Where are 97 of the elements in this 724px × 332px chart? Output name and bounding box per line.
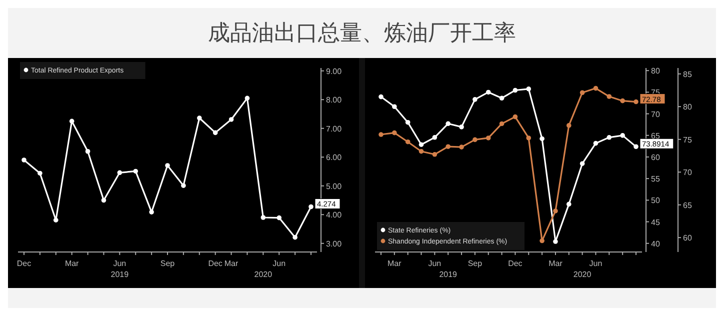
point [196, 116, 202, 120]
point [446, 121, 451, 126]
point [212, 130, 218, 136]
point [459, 124, 464, 130]
y-tick-label: 4.00 [326, 210, 342, 220]
text: 成品油出口总量、炼油厂开工率 [208, 21, 516, 46]
point [459, 144, 464, 150]
point [553, 208, 558, 214]
y-tick-label: 55 [651, 174, 660, 184]
y-tick-label: 7.00 [326, 124, 342, 134]
point [308, 204, 314, 210]
y2-tick-label: 70 [683, 168, 692, 178]
point [85, 148, 90, 154]
y2-tick-label: 80 [683, 102, 692, 112]
x-tick-label: Jun [272, 259, 286, 268]
point [392, 130, 397, 136]
y-tick-label: 45 [651, 218, 660, 227]
point [606, 94, 612, 99]
y-tick-label: 9.00 [326, 66, 342, 76]
point [499, 96, 504, 101]
point [566, 202, 572, 207]
y2-tick-label: 85 [683, 70, 692, 79]
y-tick-label: 60 [651, 152, 660, 162]
point [432, 135, 438, 140]
point [405, 139, 410, 144]
x-tick-label: Mar [388, 259, 402, 268]
point [499, 121, 504, 126]
point [566, 123, 572, 128]
y2-tick-label: 60 [683, 234, 692, 243]
x-tick-label: Mar [548, 259, 563, 268]
y-tick-label: 80 [651, 66, 660, 76]
point [228, 117, 234, 122]
point [260, 215, 266, 220]
y-tick-label: 65 [651, 131, 660, 140]
point [620, 98, 625, 104]
point [392, 104, 397, 110]
y-tick-label: 6.00 [326, 153, 342, 162]
y-tick-label: 70 [651, 110, 660, 119]
point [606, 135, 612, 140]
point [117, 170, 122, 176]
x-tick-label: Mar [64, 259, 80, 268]
y-tick-label: 40 [651, 239, 660, 248]
point [540, 238, 544, 244]
x-tick-label: Mar [224, 259, 238, 268]
point [149, 210, 154, 214]
y-tick-label: 3.00 [326, 239, 342, 248]
x-tick-label: Jun [589, 259, 602, 268]
x-tick-label: Sep [468, 259, 483, 268]
point [378, 132, 384, 137]
point [553, 239, 558, 244]
point [634, 99, 638, 104]
point [53, 218, 58, 222]
point [418, 142, 424, 148]
point [580, 161, 585, 166]
x-tick-label: Jun 2019 [110, 259, 130, 279]
x-tick-label: Dec [508, 259, 522, 268]
x-tick-label: 2019 [439, 270, 458, 279]
y2-tick-label: 65 [683, 200, 692, 210]
point [276, 215, 282, 220]
y-tick-label: 5.00 [326, 182, 342, 191]
point [512, 114, 518, 120]
point [486, 136, 491, 140]
x-tick-label: Sep [160, 259, 176, 268]
point [69, 118, 74, 124]
point [22, 158, 26, 162]
point [38, 170, 42, 176]
point [620, 133, 625, 138]
y2-tick-label: 75 [683, 135, 692, 144]
x-tick-label: 2020 [254, 270, 273, 279]
point [378, 94, 384, 100]
point [486, 90, 491, 95]
point [101, 198, 106, 203]
point [593, 140, 598, 146]
x-tick-label: 2020 [573, 270, 592, 279]
point [181, 183, 186, 188]
point [526, 86, 532, 92]
point [580, 90, 585, 96]
point [244, 96, 250, 101]
y-tick-label: 8.00 [326, 96, 342, 105]
point [472, 137, 478, 142]
point [540, 136, 544, 142]
point [292, 234, 298, 240]
x-tick-label: Dec [208, 259, 222, 268]
point [472, 97, 478, 102]
point [634, 144, 638, 150]
point [526, 136, 532, 140]
point [593, 86, 598, 91]
x-tick-label: Dec [16, 259, 32, 268]
point [418, 148, 424, 154]
y-tick-label: 50 [651, 196, 660, 206]
point [446, 144, 451, 150]
x-tick-label: Jun [428, 259, 442, 268]
point [133, 168, 138, 174]
point [512, 88, 518, 93]
point [405, 120, 410, 125]
point [432, 152, 438, 157]
point [165, 163, 170, 168]
